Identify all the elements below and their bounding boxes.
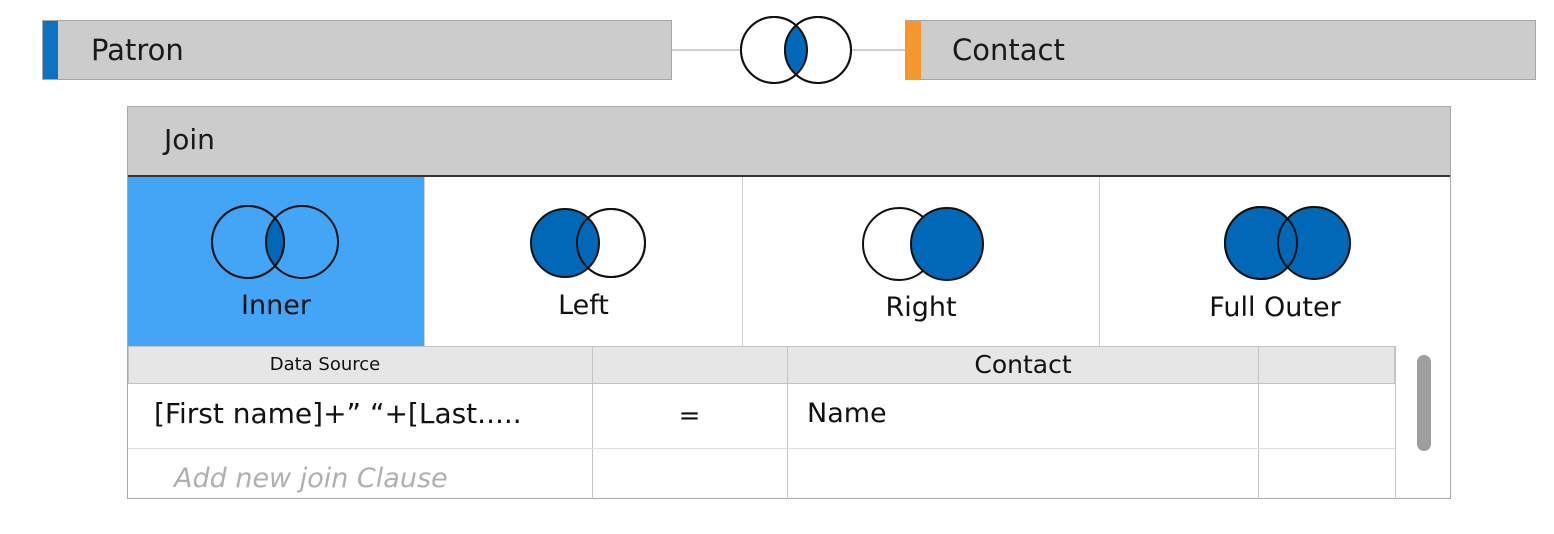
join-clause-operator[interactable]: = (678, 401, 701, 431)
join-type-inner[interactable]: Inner (128, 177, 425, 347)
inner-join-icon (211, 205, 339, 279)
join-type-label: Right (885, 292, 957, 323)
join-type-label: Full Outer (1209, 292, 1341, 323)
column-divider (1258, 346, 1259, 499)
join-type-left[interactable]: Left (425, 177, 743, 347)
column-divider (592, 346, 593, 499)
header-extra (1259, 347, 1394, 383)
header-contact: Contact (974, 350, 1072, 379)
right-table-accent (906, 21, 921, 79)
connector-line-right (852, 49, 905, 51)
scrollbar-thumb[interactable] (1417, 355, 1431, 451)
join-panel-title: Join (128, 107, 1450, 177)
header-operator (593, 347, 787, 383)
column-divider (787, 346, 788, 499)
join-clause-left-field[interactable]: [First name]+” “+[Last..... (154, 397, 522, 430)
left-join-icon (530, 208, 646, 278)
join-panel: Join Inner Left Right (127, 106, 1451, 499)
full-outer-join-icon (1224, 206, 1351, 280)
join-type-label: Left (558, 290, 609, 321)
left-table-name: Patron (91, 33, 184, 67)
scrollbar-track[interactable] (1395, 346, 1450, 499)
join-type-label: Inner (241, 290, 311, 321)
add-join-clause-input[interactable]: Add new join Clause (174, 463, 448, 494)
join-type-right[interactable]: Right (743, 177, 1100, 347)
join-connection-icon[interactable] (738, 14, 858, 88)
left-table-box[interactable]: Patron (42, 20, 672, 80)
right-table-name: Contact (952, 33, 1065, 67)
header-data-source: Data Source (269, 354, 381, 375)
left-table-accent (43, 21, 58, 79)
connector-line-left (672, 49, 742, 51)
row-divider (128, 448, 1395, 449)
join-clause-right-field[interactable]: Name (807, 398, 887, 429)
right-table-box[interactable]: Contact (905, 20, 1536, 80)
right-join-icon (862, 207, 984, 281)
join-type-full-outer[interactable]: Full Outer (1100, 177, 1450, 347)
join-clause-header: Data Source Contact (128, 346, 1395, 384)
